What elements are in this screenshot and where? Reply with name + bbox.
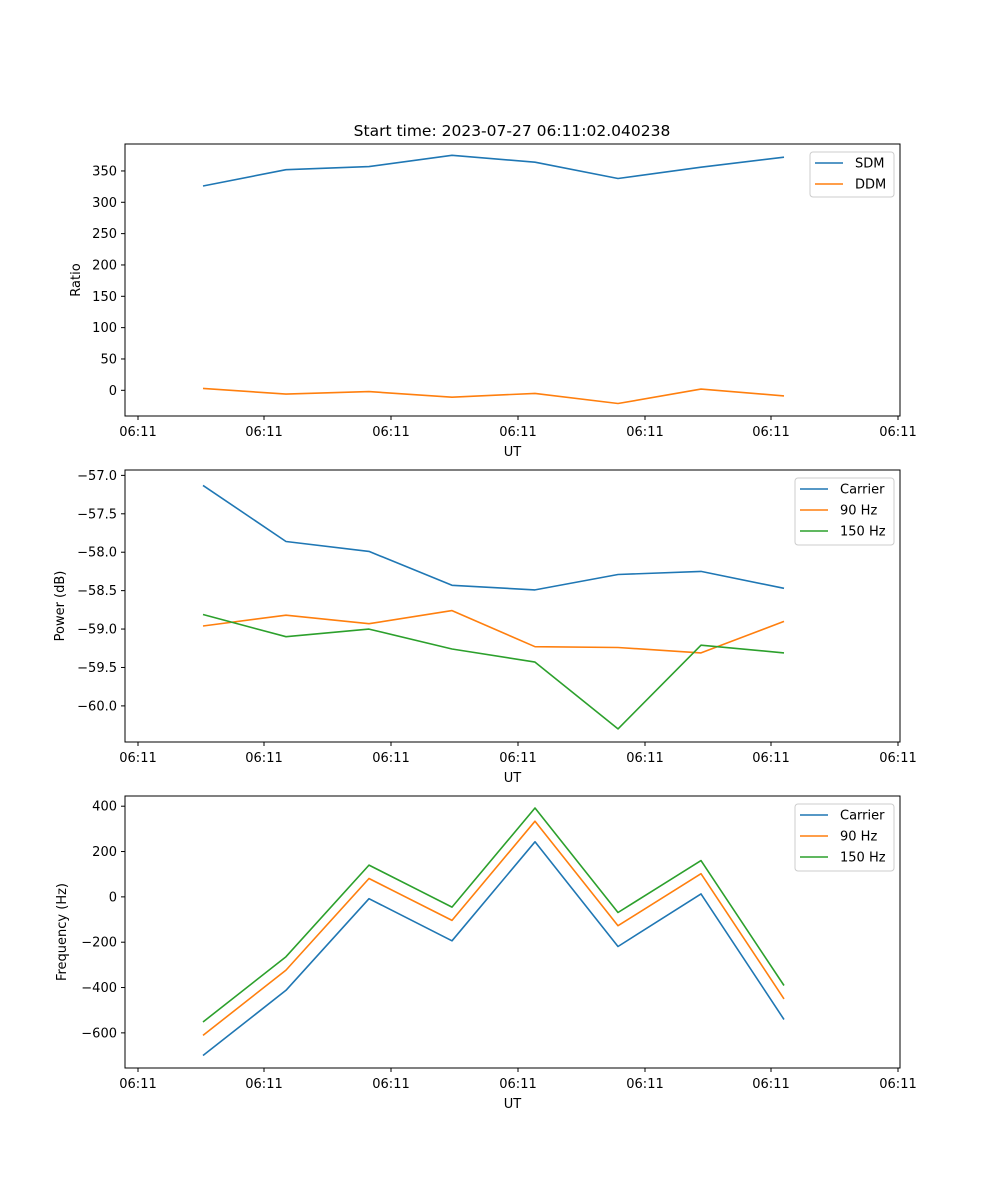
x-tick-label: 06:11 [499,1077,536,1092]
y-tick-label: −60.0 [77,699,117,714]
legend-label: SDM [855,157,884,172]
x-tick-label: 06:11 [879,751,916,766]
y-tick-label: 350 [92,164,117,179]
y-tick-label: 150 [92,290,117,305]
y-tick-label: −57.5 [77,507,117,522]
x-tick-label: 06:11 [879,425,916,440]
x-tick-label: 06:11 [626,1077,663,1092]
y-tick-label: −58.5 [77,584,117,599]
x-tick-label: 06:11 [119,751,156,766]
series-line-90-hz [202,820,785,1037]
x-tick-label: 06:11 [752,425,789,440]
plot-panel-3: 06:11 06:11 06:11 06:11 06:11 06:11 06:11 UT −60… [55,795,917,1112]
y-axis-label: Power (dB) [53,571,68,642]
series-line-150-hz [202,613,785,730]
y-tick-label: 0 [109,890,117,905]
legend-label: 150 Hz [840,525,886,540]
legend-box [794,803,895,872]
y-tick-label: −400 [81,981,117,996]
x-tick-label: 06:11 [752,1077,789,1092]
x-tick-label: 06:11 [626,751,663,766]
x-tick-label: 06:11 [245,425,282,440]
x-tick-label: 06:11 [245,1077,282,1092]
x-tick-label: 06:11 [626,425,663,440]
series-line-150-hz [202,807,785,1023]
series-line-carrier [202,484,785,591]
x-tick-label: 06:11 [119,425,156,440]
x-tick-label: 06:11 [372,1077,409,1092]
y-tick-label: 200 [92,258,117,273]
x-tick-label: 06:11 [879,1077,916,1092]
legend-box [794,477,895,546]
legend-label: Carrier [840,809,885,824]
series-line-90-hz [202,609,785,654]
legend-label: Carrier [840,483,885,498]
y-tick-label: 300 [92,196,117,211]
plot-panel-1: 06:11 06:11 06:11 06:11 06:11 06:11 06:11 UT 0 50… [69,143,917,460]
y-tick-label: −57.0 [77,469,117,484]
y-tick-label: 0 [109,384,117,399]
legend: Carrier 90 Hz 150 Hz [794,803,895,872]
y-tick-label: 200 [92,845,117,860]
x-tick-label: 06:11 [245,751,282,766]
legend-label: DDM [855,178,886,193]
y-axis-label: Ratio [69,263,84,296]
y-tick-label: 50 [100,352,117,367]
y-tick-label: 400 [92,800,117,815]
series-line-ddm [202,387,785,405]
x-tick-label: 06:11 [499,751,536,766]
x-tick-label: 06:11 [752,751,789,766]
x-axis-label: UT [504,1097,522,1112]
y-tick-label: −200 [81,936,117,951]
y-tick-label: 250 [92,227,117,242]
series-line-sdm [202,154,785,187]
x-tick-label: 06:11 [119,1077,156,1092]
axes-frame [124,795,901,1069]
y-tick-label: −59.5 [77,661,117,676]
x-tick-label: 06:11 [372,425,409,440]
x-axis-label: UT [504,445,522,460]
y-tick-label: −58.0 [77,546,117,561]
legend-label: 150 Hz [840,851,886,866]
plots: 06:11 06:11 06:11 06:11 06:11 06:11 06:11 UT 0 50… [53,143,917,1112]
legend-label: 90 Hz [840,504,877,519]
legend: SDM DDM [809,151,895,198]
x-tick-label: 06:11 [372,751,409,766]
legend: Carrier 90 Hz 150 Hz [794,477,895,546]
plot-panel-2: 06:11 06:11 06:11 06:11 06:11 06:11 06:11 UT −60… [53,469,917,786]
y-axis-label: Frequency (Hz) [55,883,70,981]
y-tick-label: −600 [81,1026,117,1041]
x-axis-label: UT [504,771,522,786]
y-tick-label: −59.0 [77,623,117,638]
axes-frame [124,143,901,417]
y-tick-label: 100 [92,321,117,336]
chart-title: Start time: 2023-07-27 06:11:02.040238 [354,122,671,140]
axes-frame [124,469,901,743]
legend-label: 90 Hz [840,830,877,845]
series-line-carrier [202,840,785,1057]
x-tick-label: 06:11 [499,425,536,440]
